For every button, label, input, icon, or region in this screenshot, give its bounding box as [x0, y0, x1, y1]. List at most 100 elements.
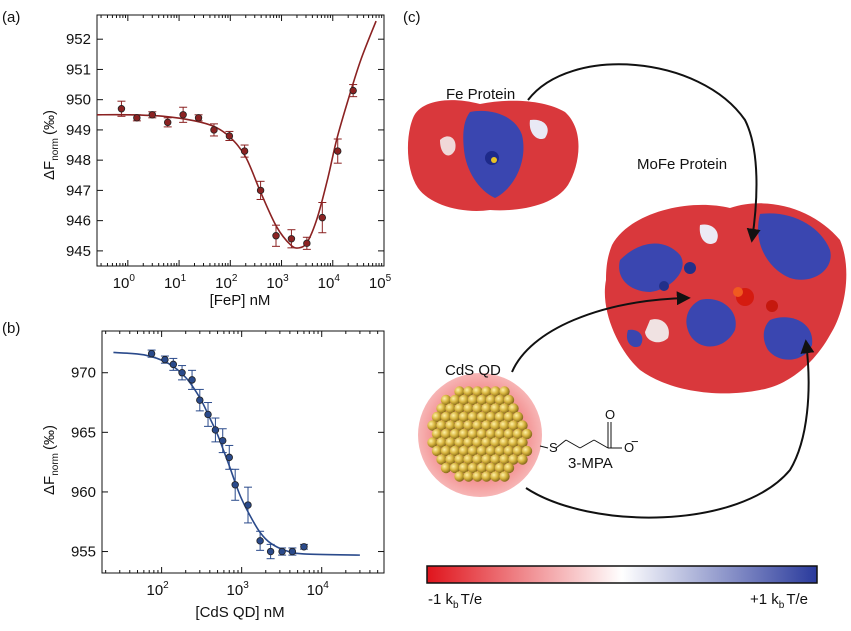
qd-atom [436, 403, 447, 414]
qd-atom [463, 454, 474, 465]
cds-qd [418, 373, 542, 497]
y-tick-label: 949 [66, 122, 91, 139]
data-point [188, 376, 196, 384]
chart-a-ylabel: ΔFnorm (‰) [41, 110, 61, 180]
data-point [349, 86, 357, 95]
panel-label-a: (a) [2, 9, 20, 26]
data-point [287, 235, 296, 243]
data-point [256, 537, 264, 545]
qd-atom [445, 437, 456, 448]
qd-atom [449, 394, 461, 406]
chart-b-fit-group [113, 351, 360, 556]
chart-a-xlabel: [FeP] nM [210, 292, 271, 309]
data-point [266, 547, 275, 556]
fe-protein-label: Fe Protein [446, 86, 515, 103]
qd-atom [431, 445, 443, 457]
qd-atom [445, 420, 456, 431]
qd-atom [467, 445, 479, 457]
qd-atom [445, 454, 456, 465]
qd-atom [494, 445, 506, 457]
qd-atom [440, 428, 452, 440]
chart-b-ylabel-unit: (‰) [41, 425, 58, 450]
x-tick-label: 105 [369, 273, 392, 292]
svg-text:ΔFnorm(‰): ΔFnorm (‰) [41, 425, 61, 495]
fe-protein-surface [407, 100, 579, 211]
x-tick-label: 103 [227, 580, 250, 599]
qd-atom [458, 462, 470, 474]
qd-atom [508, 420, 519, 431]
chart-a-ylabel-unit: (‰) [41, 110, 58, 135]
chart-a-ylabel-sub: norm [50, 138, 61, 161]
qd-atom [476, 428, 488, 440]
qd-atom [436, 437, 447, 448]
qd-atom [449, 428, 461, 440]
data-point [133, 114, 141, 122]
qd-atom [503, 411, 515, 423]
qd-atom [494, 411, 506, 423]
qd-atom [503, 445, 515, 457]
qd-atom [512, 428, 524, 440]
qd-atom [436, 454, 447, 465]
qd-atom [440, 462, 452, 474]
qd-atom [517, 437, 528, 448]
qd-atom [503, 428, 515, 440]
qd-atom [512, 445, 524, 457]
qd-atom [476, 411, 488, 423]
qd-atom [440, 394, 452, 406]
qd-atom [517, 420, 528, 431]
data-point [117, 105, 126, 113]
chart-b-ylabel-main: ΔF [41, 476, 58, 495]
ligand-o-atom: O [605, 407, 615, 422]
chart-a-frame [96, 14, 385, 267]
ligand-s-atom: S [549, 440, 558, 455]
qd-atom [440, 445, 452, 457]
potential-colorbar [426, 565, 818, 584]
qd-atom [472, 386, 483, 397]
arrow-qd-to-mofe-right [525, 339, 815, 519]
mofe-protein-label: MoFe Protein [637, 156, 727, 173]
y-tick-label: 955 [71, 544, 96, 561]
chart-b-ylabel: ΔFnorm (‰) [41, 425, 61, 495]
data-point [334, 147, 342, 155]
qd-atom [499, 471, 510, 482]
svg-text:ΔFnorm(‰): ΔFnorm (‰) [41, 110, 61, 180]
qd-atom [490, 386, 501, 397]
qd-atom [445, 403, 456, 414]
qd-atom [485, 411, 497, 423]
qd-atom [431, 428, 443, 440]
qd-atom [521, 428, 533, 440]
qd-nanocrystal-icon [427, 386, 533, 482]
fit-curve [113, 351, 360, 556]
y-tick-label: 948 [66, 152, 91, 169]
qd-atom [494, 462, 506, 474]
qd-atom [463, 420, 474, 431]
ligand-3-mpa [539, 422, 622, 449]
qd-atom [494, 394, 506, 406]
arrow-fe-to-mofe [527, 63, 761, 243]
qd-atom [508, 437, 519, 448]
qd-atom [467, 394, 479, 406]
chart-a: 100 101 102 103 104 105 945 946 947 948 949 950 951 9… [41, 14, 392, 309]
qd-atom [485, 394, 497, 406]
data-point [303, 239, 311, 248]
qd-atom [467, 462, 479, 474]
x-tick-label: 103 [266, 273, 289, 292]
data-point [225, 132, 234, 140]
qd-atom [490, 471, 501, 482]
y-tick-label: 945 [66, 243, 91, 260]
qd-atom [454, 471, 465, 482]
arrow-qd-to-mofe-left [511, 291, 691, 373]
qd-atom [458, 411, 470, 423]
qd-atom [485, 445, 497, 457]
x-tick-label: 100 [113, 273, 136, 292]
chart-b: 102 103 104 955 960 965 970 [CdS QD] nM ΔFnorm… [41, 330, 385, 621]
qd-atom [499, 420, 510, 431]
qd-atom [476, 462, 488, 474]
qd-atom [499, 454, 510, 465]
qd-atom [454, 454, 465, 465]
qd-atom [517, 454, 528, 465]
qd-atom [485, 462, 497, 474]
qd-atom [521, 445, 533, 457]
qd-atom [463, 471, 474, 482]
qd-atom [427, 420, 438, 431]
